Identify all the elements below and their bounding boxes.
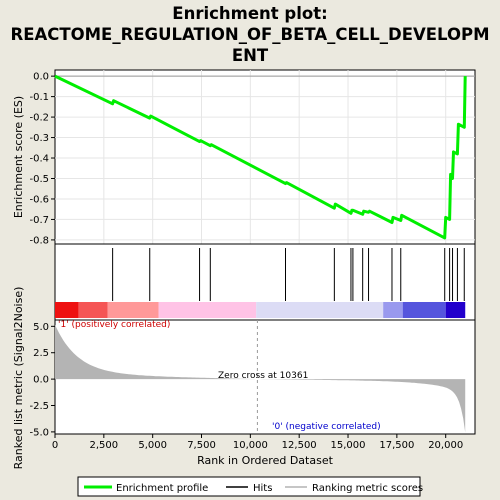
rank-gradient-bar: [55, 302, 466, 318]
gradient-band: [55, 302, 79, 318]
es-y-tick-label: -0.1: [29, 92, 49, 103]
chart-title-line3: ENT: [232, 46, 269, 65]
metric-y-tick-label: 0.0: [33, 375, 49, 386]
x-tick-label: 12,500: [282, 440, 317, 451]
legend-hits-label: Hits: [253, 483, 272, 494]
es-y-tick-label: -0.6: [29, 194, 49, 205]
metric-y-tick-label: -2.5: [29, 401, 49, 412]
zero-cross-label: Zero cross at 10361: [218, 371, 308, 381]
es-y-tick-label: -0.8: [29, 235, 49, 246]
metric-y-tick-label: 5.0: [33, 322, 49, 333]
metric-y-axis-label: Ranked list metric (Signal2Noise): [12, 287, 25, 470]
ranking-metric-area: [55, 324, 466, 433]
es-y-axis-label: Enrichment score (ES): [12, 96, 25, 218]
legend-metric-label: Ranking metric scores: [312, 483, 423, 494]
x-tick-label: 2,500: [90, 440, 119, 451]
gradient-band: [445, 302, 466, 318]
es-gridlines: [55, 70, 475, 244]
x-tick-label: 7,500: [187, 440, 216, 451]
negative-correlation-label: '0' (negative correlated): [272, 422, 381, 432]
es-panel: [54, 69, 476, 245]
legend-box: [77, 476, 421, 497]
legend-enrichment-label: Enrichment profile: [116, 483, 208, 494]
x-ticks: 0 2,500 5,000 7,500 10,000 12,500 15,000 17,500…: [52, 434, 463, 451]
es-y-tick-label: -0.5: [29, 174, 49, 185]
enrichment-profile-line: [54, 74, 467, 240]
gradient-band: [107, 302, 159, 318]
x-tick-label: 17,500: [379, 440, 414, 451]
hit-lines: [112, 248, 465, 301]
metric-y-ticks: 5.0 2.5 0.0 -2.5 -5.0: [29, 322, 55, 438]
es-y-tick-label: -0.3: [29, 133, 49, 144]
gradient-band: [256, 302, 384, 318]
gradient-band: [158, 302, 257, 318]
es-y-tick-label: -0.4: [29, 154, 49, 165]
x-tick-label: 15,000: [331, 440, 366, 451]
x-tick-label: 20,000: [428, 440, 463, 451]
es-y-tick-label: 0.0: [33, 72, 49, 83]
es-y-ticks: 0.0 -0.1 -0.2 -0.3 -0.4 -0.5 -0.6 -0.7 -0.8: [29, 72, 55, 246]
metric-y-tick-label: 2.5: [33, 348, 49, 359]
x-axis-label: Rank in Ordered Dataset: [197, 454, 334, 467]
x-tick-label: 0: [52, 440, 58, 451]
x-tick-label: 10,000: [233, 440, 268, 451]
positive-correlation-label: '1' (positively correlated): [58, 320, 170, 330]
chart-title-line1: Enrichment plot:: [172, 4, 327, 23]
gradient-band: [383, 302, 403, 318]
chart-title-line2: REACTOME_REGULATION_OF_BETA_CELL_DEVELOP…: [11, 25, 490, 44]
gradient-band: [402, 302, 446, 318]
gradient-band: [78, 302, 108, 318]
es-y-tick-label: -0.2: [29, 113, 49, 124]
x-tick-label: 5,000: [138, 440, 167, 451]
es-y-tick-label: -0.7: [29, 215, 49, 226]
metric-y-tick-label: -5.0: [29, 427, 49, 438]
